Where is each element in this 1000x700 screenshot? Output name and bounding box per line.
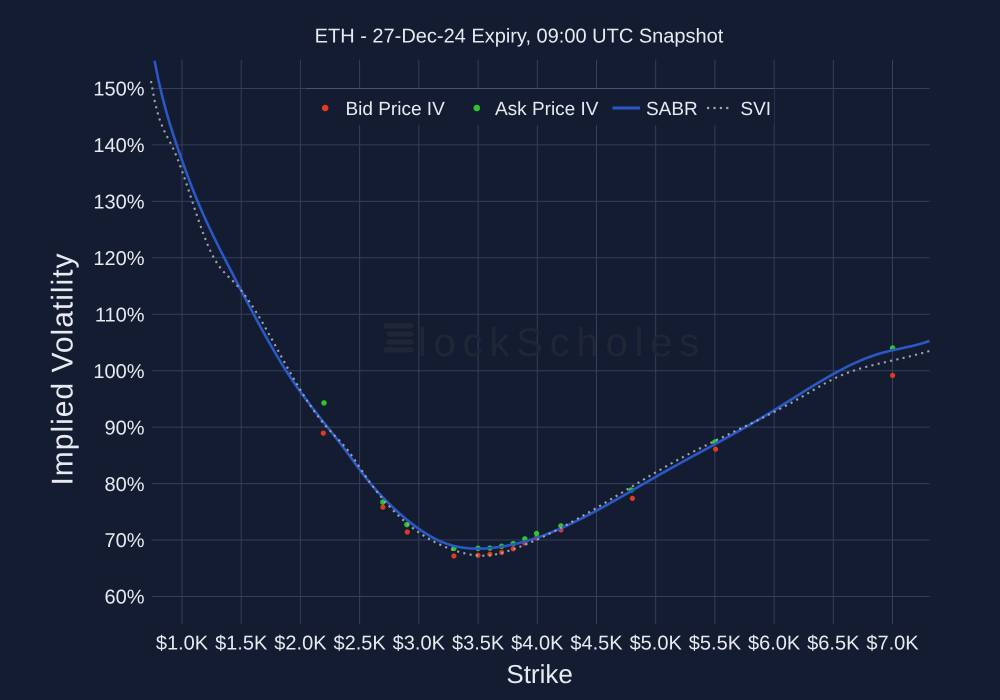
svg-text:SVI: SVI [740,99,771,120]
svg-text:140%: 140% [93,135,144,157]
svg-text:150%: 150% [93,79,144,101]
svg-text:130%: 130% [93,192,144,214]
svg-text:$6.5K: $6.5K [807,633,860,655]
svg-text:$1.0K: $1.0K [156,633,209,655]
svg-text:$7.0K: $7.0K [866,633,919,655]
svg-text:Ask Price IV: Ask Price IV [495,99,599,120]
svg-text:90%: 90% [104,417,144,439]
svg-text:$2.0K: $2.0K [274,633,327,655]
svg-text:SABR: SABR [646,99,698,120]
svg-text:80%: 80% [104,474,144,496]
svg-text:$5.0K: $5.0K [630,633,683,655]
svg-text:$1.5K: $1.5K [215,633,268,655]
svg-text:Implied Volatility: Implied Volatility [47,252,80,485]
svg-text:Bid Price IV: Bid Price IV [346,99,446,120]
svg-text:$3.5K: $3.5K [452,633,505,655]
svg-text:lockScholes: lockScholes [418,321,706,365]
svg-text:$4.5K: $4.5K [570,633,623,655]
svg-text:ETH - 27-Dec-24 Expiry, 09:00: ETH - 27-Dec-24 Expiry, 09:00 UTC Snapsh… [315,26,724,48]
svg-text:$4.0K: $4.0K [511,633,564,655]
svg-text:$5.5K: $5.5K [689,633,742,655]
svg-text:100%: 100% [93,361,144,383]
svg-text:110%: 110% [95,305,145,327]
svg-text:$2.5K: $2.5K [333,633,386,655]
svg-text:$6.0K: $6.0K [748,633,801,655]
svg-text:120%: 120% [93,248,144,270]
svg-text:60%: 60% [104,587,144,609]
svg-text:Strike: Strike [506,659,572,689]
svg-text:$3.0K: $3.0K [393,633,446,655]
svg-text:70%: 70% [104,530,144,552]
